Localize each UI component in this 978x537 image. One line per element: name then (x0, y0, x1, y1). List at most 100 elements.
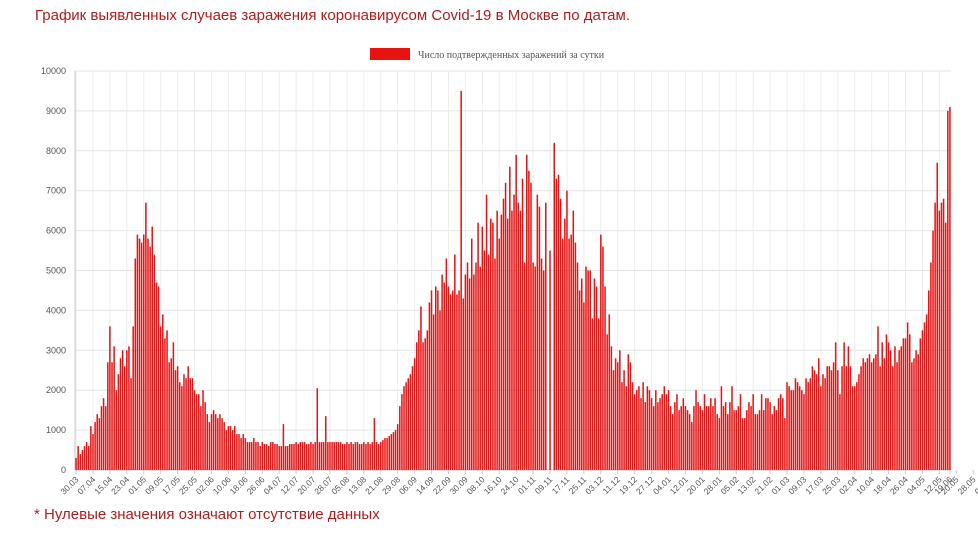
bar (703, 394, 706, 470)
x-tick-label: 01.11 (516, 474, 538, 496)
bar (502, 198, 505, 470)
bar (210, 414, 213, 470)
bar (801, 390, 803, 470)
bar (261, 442, 264, 470)
bar (225, 430, 228, 470)
bar (221, 418, 223, 470)
bar (291, 444, 293, 470)
bar (373, 418, 376, 470)
bar (242, 434, 244, 470)
bar (887, 342, 890, 470)
bar (119, 358, 122, 470)
bar (255, 442, 257, 470)
y-tick-label: 10000 (41, 66, 66, 76)
x-tick-label: 28.05 (956, 474, 978, 496)
bar (792, 390, 795, 470)
bar (348, 444, 350, 470)
bar (162, 314, 164, 470)
bar (847, 346, 850, 470)
x-tick-label: 04.05 (905, 474, 927, 496)
bar (701, 410, 704, 470)
bar (466, 262, 469, 470)
x-tick-label: 18.06 (228, 474, 250, 496)
bar (147, 238, 149, 470)
x-tick-label: 17.05 (160, 474, 182, 496)
bar (458, 290, 460, 470)
bar (367, 442, 369, 470)
bar (735, 410, 737, 470)
bar (724, 402, 727, 470)
x-tick-label: 12.07 (278, 474, 300, 496)
bar (841, 366, 843, 470)
bar (913, 358, 915, 470)
bar (597, 318, 600, 470)
bar (509, 166, 511, 470)
bar (126, 350, 128, 470)
x-tick-label: 09.05 (143, 474, 165, 496)
bar (919, 338, 922, 470)
bar (447, 286, 450, 470)
bar (837, 370, 839, 470)
bar (420, 306, 422, 470)
bar (229, 426, 232, 470)
bar (619, 350, 621, 470)
bar (117, 374, 120, 470)
x-tick-label: 28.01 (702, 474, 724, 496)
bar (889, 350, 892, 470)
x-tick-label: 05.02 (719, 474, 741, 496)
bar (868, 354, 871, 470)
bar (803, 394, 805, 470)
bar (246, 442, 249, 470)
x-tick-label: 06.09 (397, 474, 419, 496)
bar (282, 424, 285, 470)
bar (921, 330, 924, 470)
bar (90, 426, 92, 470)
bar (576, 262, 579, 470)
bar (578, 290, 581, 470)
bar (94, 422, 96, 470)
bar (688, 414, 691, 470)
bar (449, 294, 452, 470)
chart-title: График выявленных случаев заражения коро… (35, 7, 631, 24)
bar (519, 210, 522, 470)
bar (667, 390, 670, 470)
bar (602, 246, 604, 470)
y-tick-label: 2000 (46, 385, 66, 395)
bar (788, 386, 790, 470)
bar (513, 194, 515, 470)
bar (312, 444, 314, 470)
bar (585, 266, 587, 470)
x-tick-label: 30.09 (448, 474, 470, 496)
bar (638, 386, 640, 470)
bar (900, 346, 903, 470)
bar (644, 402, 646, 470)
bar (360, 444, 363, 470)
bar (299, 442, 302, 470)
bar (303, 442, 306, 470)
bar (87, 446, 90, 470)
bar (333, 442, 335, 470)
bar (140, 242, 143, 470)
bar (555, 178, 558, 471)
x-tick-label: 24.10 (498, 474, 520, 496)
bar (462, 298, 465, 470)
bar (176, 366, 179, 470)
bar (633, 394, 636, 470)
bar (936, 162, 938, 470)
x-tick-label: 07.04 (75, 474, 97, 496)
bar (737, 406, 740, 470)
legend-swatch (370, 48, 410, 60)
bar (631, 382, 634, 470)
bar (424, 338, 426, 470)
bar (695, 390, 697, 470)
bar (411, 366, 414, 470)
bar (875, 354, 877, 470)
bar (676, 394, 678, 470)
bar (782, 398, 784, 470)
bar (822, 374, 824, 470)
bar (193, 390, 196, 470)
bar (445, 258, 448, 470)
bar (189, 378, 192, 470)
bar (195, 394, 198, 470)
bar (382, 440, 384, 470)
